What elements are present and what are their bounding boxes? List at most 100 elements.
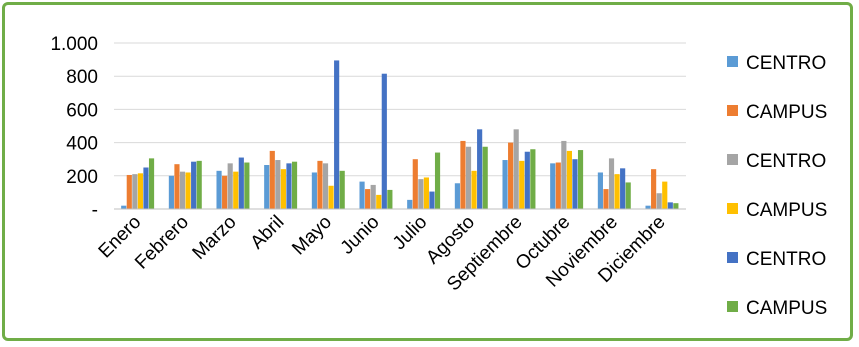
bar: [508, 142, 514, 209]
bar: [460, 140, 466, 209]
bar: [477, 129, 483, 209]
bar: [328, 185, 334, 209]
legend-swatch: [727, 154, 738, 165]
x-category-label: Julio: [389, 212, 431, 254]
bar: [555, 162, 561, 209]
legend-swatch: [727, 56, 738, 67]
bar: [143, 167, 149, 209]
y-tick-label: -: [92, 200, 98, 221]
bar: [513, 129, 519, 209]
bar: [121, 205, 127, 209]
y-tick-label: 600: [66, 100, 98, 121]
x-category-label: Junio: [337, 212, 384, 259]
bar: [566, 150, 572, 209]
legend-label: CENTRO: [746, 249, 826, 270]
bar: [471, 170, 477, 209]
bar: [651, 169, 657, 209]
y-axis-ticks: - 200 400 600 800 1.000: [50, 34, 98, 221]
bar: [185, 172, 191, 209]
bar: [359, 181, 365, 209]
y-tick-label: 1.000: [50, 34, 98, 55]
bar: [264, 165, 270, 209]
bar: [291, 161, 298, 209]
bar: [608, 158, 615, 209]
bar: [216, 170, 222, 209]
bar: [502, 160, 508, 209]
bar: [196, 160, 202, 209]
bar: [550, 163, 556, 209]
bar: [370, 184, 376, 209]
legend-label: CAMPUS: [746, 298, 827, 319]
bar: [339, 170, 345, 209]
bar: [620, 168, 626, 209]
bar: [280, 169, 286, 209]
bar: [412, 159, 418, 209]
bar: [667, 202, 673, 209]
x-category-label: Mayo: [288, 212, 336, 260]
bar: [132, 174, 138, 209]
x-category-label: Febrero: [131, 212, 193, 274]
bar: [365, 189, 371, 209]
y-tick-label: 200: [66, 167, 98, 188]
legend-label: CAMPUS: [746, 200, 827, 221]
bar: [179, 171, 186, 209]
bar: [572, 159, 578, 209]
bar: [317, 160, 323, 209]
x-category-label: Marzo: [189, 212, 241, 264]
bar: [407, 199, 413, 209]
bar: [656, 193, 662, 209]
bar: [645, 205, 651, 209]
bar: [126, 174, 132, 209]
bar: [418, 179, 424, 209]
bar: [387, 189, 393, 209]
bar: [530, 149, 536, 209]
bar: [662, 181, 668, 209]
legend-swatch: [727, 252, 738, 263]
x-category-label: Abril: [247, 212, 289, 254]
bar: [625, 182, 631, 209]
bar: [423, 177, 429, 209]
y-tick-label: 800: [66, 67, 98, 88]
legend-label: CENTRO: [746, 53, 826, 74]
bar: [275, 160, 281, 209]
bar: [577, 150, 584, 209]
bar: [233, 171, 239, 209]
bar: [673, 203, 679, 209]
bar: [482, 146, 488, 209]
bar: [191, 161, 197, 209]
legend: CENTRO CAMPUS CENTRO CAMPUS CENTRO CAMPUS: [727, 53, 827, 319]
bar: [244, 162, 250, 209]
bar: [269, 150, 275, 209]
bar: [603, 189, 609, 209]
bar: [148, 158, 155, 209]
legend-label: CENTRO: [746, 151, 826, 172]
bar: [322, 163, 329, 209]
bar: [137, 173, 143, 209]
bar: [454, 183, 460, 209]
y-tick-label: 400: [66, 134, 98, 155]
bar: [227, 163, 233, 209]
bar: [561, 140, 567, 209]
bar: [519, 160, 525, 209]
bar: [238, 157, 244, 209]
bar: [376, 194, 382, 209]
legend-swatch: [727, 301, 738, 312]
bar: [311, 172, 317, 209]
bar: [597, 172, 603, 209]
bar: [286, 163, 292, 209]
legend-swatch: [727, 105, 738, 116]
bar: [429, 191, 435, 209]
bar: [334, 60, 340, 210]
bar: [174, 164, 180, 209]
bar: [465, 146, 472, 209]
bar: [614, 174, 620, 209]
bar: [524, 151, 530, 209]
gridlines: [114, 42, 686, 177]
bar: [381, 73, 387, 210]
legend-label: CAMPUS: [746, 102, 827, 123]
bar: [434, 152, 441, 209]
legend-swatch: [727, 203, 738, 214]
bar: [168, 175, 174, 209]
bar: [222, 175, 228, 209]
